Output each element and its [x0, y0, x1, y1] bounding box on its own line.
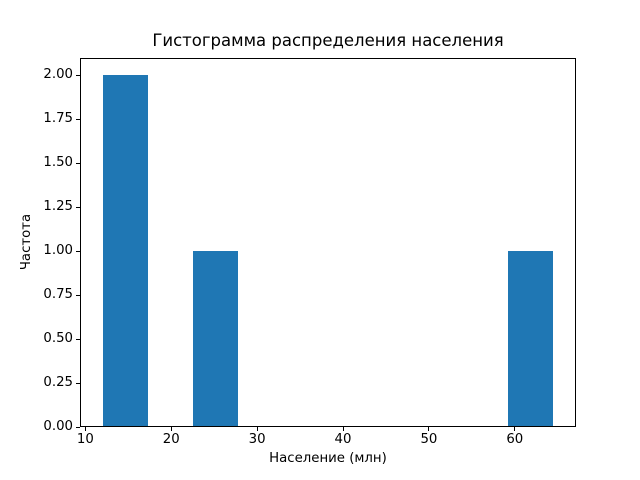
- x-tick-mark: [514, 427, 516, 432]
- y-tick-mark: [76, 338, 80, 340]
- y-tick-mark: [76, 250, 80, 252]
- x-tick-label: 40: [334, 431, 352, 447]
- y-tick-mark: [76, 162, 80, 164]
- x-tick-label: 60: [506, 431, 524, 447]
- x-tick-label: 50: [420, 431, 438, 447]
- plot-area-border: [80, 57, 576, 428]
- y-tick-label: 1.75: [43, 111, 73, 127]
- x-tick-label: 10: [76, 431, 94, 447]
- chart-title: Гистограмма распределения населения: [152, 31, 504, 50]
- y-tick-mark: [76, 74, 80, 76]
- y-tick-mark: [76, 294, 80, 296]
- y-tick-label: 0.00: [43, 419, 73, 435]
- y-tick-label: 2.00: [43, 67, 73, 83]
- histogram-bar: [508, 251, 554, 428]
- y-tick-mark: [76, 206, 80, 208]
- x-tick-mark: [256, 427, 258, 432]
- x-tick-mark: [84, 427, 86, 432]
- y-tick-label: 1.00: [43, 243, 73, 259]
- y-tick-label: 0.75: [43, 287, 73, 303]
- x-axis-label: Население (млн): [269, 451, 387, 466]
- y-tick-label: 1.25: [43, 199, 73, 215]
- y-tick-label: 1.50: [43, 155, 73, 171]
- x-tick-mark: [428, 427, 430, 432]
- x-tick-mark: [170, 427, 172, 432]
- y-tick-mark: [76, 426, 80, 428]
- x-tick-label: 20: [162, 431, 180, 447]
- y-tick-mark: [76, 118, 80, 120]
- histogram-bar: [102, 75, 148, 428]
- y-tick-label: 0.50: [43, 331, 73, 347]
- x-tick-mark: [342, 427, 344, 432]
- x-tick-label: 30: [248, 431, 266, 447]
- y-tick-mark: [76, 382, 80, 384]
- y-tick-label: 0.25: [43, 375, 73, 391]
- y-axis-label: Частота: [19, 213, 34, 271]
- histogram-bar: [192, 251, 238, 428]
